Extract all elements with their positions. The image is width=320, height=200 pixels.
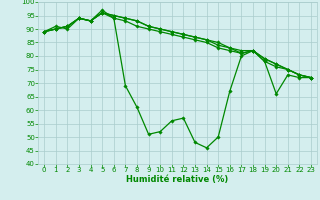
- X-axis label: Humidité relative (%): Humidité relative (%): [126, 175, 229, 184]
